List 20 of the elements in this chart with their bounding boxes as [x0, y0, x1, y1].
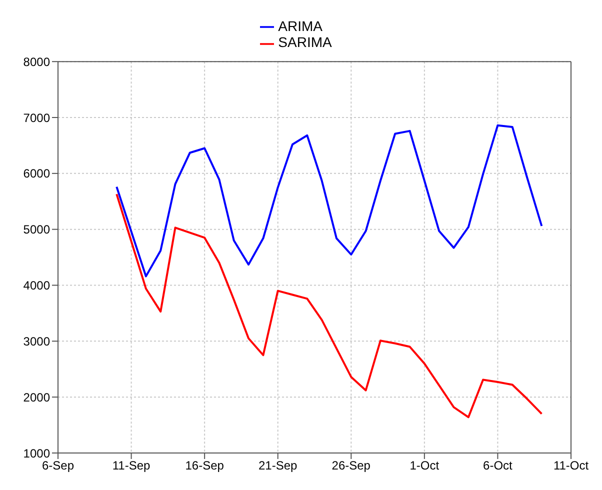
- y-tick-label: 7000: [23, 110, 50, 125]
- x-tick-label: 21-Sep: [258, 458, 298, 473]
- x-tick-label: 1-Oct: [410, 458, 440, 473]
- y-tick-label: 2000: [23, 390, 50, 404]
- y-tick-label: 4000: [23, 278, 50, 293]
- y-tick-label: 6000: [23, 166, 50, 181]
- x-tick-label: 26-Sep: [332, 458, 371, 473]
- line-series: [116, 193, 543, 418]
- line-series: [116, 124, 543, 278]
- x-tick-label: 11-Oct: [553, 458, 590, 473]
- y-tick-label: 1000: [23, 446, 50, 460]
- y-tick-label: 3000: [23, 334, 50, 348]
- y-tick-label: 8000: [23, 54, 50, 69]
- x-tick-label: 11-Sep: [112, 458, 151, 473]
- legend-label: SARIMA: [278, 34, 332, 50]
- legend-label: ARIMA: [278, 18, 322, 34]
- x-tick-label: 16-Sep: [185, 458, 224, 473]
- x-tick-label: 6-Oct: [483, 458, 514, 473]
- x-tick-label: 6-Sep: [42, 458, 74, 473]
- y-tick-label: 5000: [23, 222, 50, 237]
